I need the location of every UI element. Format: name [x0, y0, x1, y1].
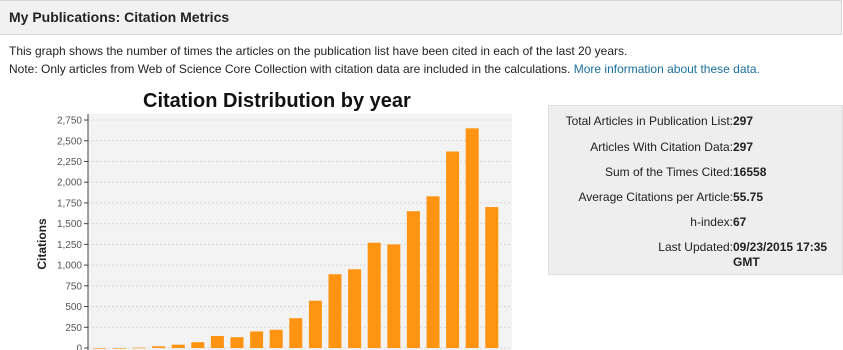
y-tick-label: 1,750: [57, 198, 82, 209]
y-tick-label: 0: [76, 344, 82, 350]
metric-label: Last Updated:: [658, 240, 733, 254]
y-tick-label: 2,000: [57, 178, 82, 189]
plot-area: [88, 114, 512, 350]
chart-bar[interactable]: [250, 331, 264, 348]
chart-bar[interactable]: [289, 318, 303, 348]
metric-label: Articles With Citation Data:: [590, 140, 733, 154]
page-title: My Publications: Citation Metrics: [9, 9, 230, 25]
chart-bar[interactable]: [465, 128, 479, 348]
y-axis-label: Citations: [35, 218, 49, 270]
chart-bar[interactable]: [348, 269, 362, 348]
metric-value: 55.75: [733, 190, 764, 204]
chart-bar[interactable]: [191, 342, 205, 348]
more-info-link[interactable]: More information about these data.: [573, 62, 760, 76]
chart-bar[interactable]: [308, 300, 322, 348]
y-tick-label: 750: [65, 281, 82, 292]
chart-bar[interactable]: [485, 207, 499, 348]
metric-value: 297: [733, 114, 754, 128]
description-note: Note: Only articles from Web of Science …: [9, 62, 571, 76]
metric-value: 09/23/2015 17:35 GMT: [733, 240, 828, 269]
y-tick-label: 1,500: [57, 219, 82, 230]
chart-bar[interactable]: [269, 329, 283, 348]
metric-value: 16558: [733, 165, 767, 179]
chart-bar[interactable]: [406, 211, 420, 348]
metric-label: Average Citations per Article:: [578, 190, 733, 204]
chart-bar[interactable]: [112, 348, 126, 349]
metric-label: Total Articles in Publication List:: [565, 114, 733, 128]
chart-bar[interactable]: [210, 335, 224, 348]
description: This graph shows the number of times the…: [9, 42, 760, 78]
chart-bar[interactable]: [171, 344, 185, 348]
metric-label: h-index:: [690, 215, 733, 229]
description-line-1: This graph shows the number of times the…: [9, 44, 628, 58]
y-tick-label: 250: [65, 323, 82, 334]
metrics-panel: Total Articles in Publication List: 297 Ar…: [548, 105, 843, 275]
chart-bar[interactable]: [446, 151, 460, 348]
chart-bar[interactable]: [367, 242, 381, 348]
section-header: My Publications: Citation Metrics: [0, 0, 842, 35]
chart-bar[interactable]: [328, 274, 342, 348]
y-tick-label: 2,500: [57, 136, 82, 147]
y-tick-label: 500: [65, 302, 82, 313]
chart-bar[interactable]: [230, 337, 244, 348]
metric-value: 297: [733, 140, 754, 154]
y-tick-label: 1,000: [57, 261, 82, 272]
chart-title: Citation Distribution by year: [143, 90, 411, 112]
y-tick-label: 2,250: [57, 157, 82, 168]
y-tick-label: 1,250: [57, 240, 82, 251]
chart-bar[interactable]: [152, 346, 166, 348]
citation-chart: 0 250 500 750 1,000 1,250 1,500 1,750 2,000 2,250…: [35, 114, 512, 350]
y-tick-label: 2,750: [57, 116, 82, 127]
metric-value: 67: [733, 215, 747, 229]
metric-label: Sum of the Times Cited:: [604, 165, 733, 179]
chart-bar[interactable]: [93, 348, 107, 349]
chart-bar[interactable]: [426, 196, 440, 348]
chart-bar[interactable]: [387, 244, 401, 348]
description-line-2: Note: Only articles from Web of Science …: [9, 60, 760, 78]
chart-bar[interactable]: [132, 347, 146, 349]
